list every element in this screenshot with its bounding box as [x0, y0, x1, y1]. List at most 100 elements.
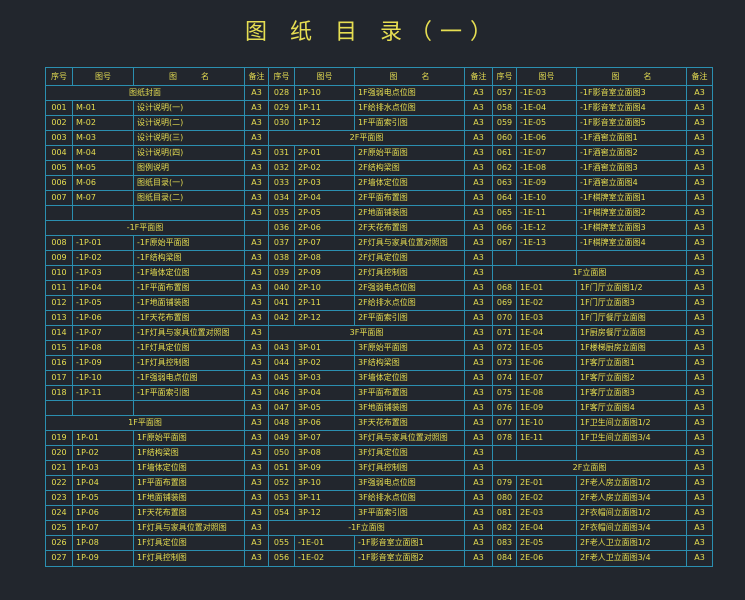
table-row: A3	[493, 251, 712, 266]
row-note: A3	[694, 103, 705, 112]
row-code: -1E-08	[517, 161, 577, 175]
row-name: 2F老人房立面图1/2	[577, 476, 687, 490]
row-name: 1F灯具定位图	[134, 536, 245, 550]
row-name: -1F结构梁图	[134, 251, 245, 265]
row-code: 1P-04	[73, 476, 134, 490]
table-row: 022 1P-04 1F平面布置图 A3	[46, 476, 268, 491]
table-row: 049 3P-07 3F灯具与家具位置对照图 A3	[269, 431, 492, 446]
table-row: 045 3P-03 3F墙体定位图 A3	[269, 371, 492, 386]
table-row: 032 2P-02 2F结构梁图 A3	[269, 161, 492, 176]
row-code: 2P-06	[295, 221, 355, 235]
row-note: A3	[694, 478, 705, 487]
row-note: A3	[251, 463, 262, 472]
row-name: -1F平面布置图	[134, 281, 245, 295]
row-name: 1F天花布置图	[134, 506, 245, 520]
row-note: A3	[473, 148, 484, 157]
table-row: 074 1E-07 1F客厅立面图2 A3	[493, 371, 712, 386]
header-note: 备注	[248, 72, 265, 81]
row-number: 056	[269, 551, 295, 566]
row-name: -1F墙体定位图	[134, 266, 245, 280]
row-code: -1P-05	[73, 296, 134, 310]
table-row: 063 -1E-09 -1F酒窖立面图4 A3	[493, 176, 712, 191]
header-name: 图 名	[577, 68, 687, 85]
row-note: A3	[473, 238, 484, 247]
row-number: 021	[46, 461, 73, 475]
row-number: 063	[493, 176, 517, 190]
row-note: A3	[473, 208, 484, 217]
row-note: A3	[694, 508, 705, 517]
row-number: 079	[493, 476, 517, 490]
row-note: A3	[251, 193, 262, 202]
row-code: M-04	[73, 146, 134, 160]
row-name: 2F衣帽间立面图3/4	[577, 521, 687, 535]
table-row: 025 1P-07 1F灯具与家具位置对照图 A3	[46, 521, 268, 536]
section-row: -1F立面图 A3	[269, 521, 492, 536]
table-row: 068 1E-01 1F门厅立面图1/2 A3	[493, 281, 712, 296]
row-code: -1E-01	[295, 536, 355, 550]
table-row: 044 3P-02 3F结构梁图 A3	[269, 356, 492, 371]
row-note: A3	[251, 358, 262, 367]
row-code: 2P-10	[295, 281, 355, 295]
row-note: A3	[251, 163, 262, 172]
table-row: A3	[46, 401, 268, 416]
row-code: 1P-06	[73, 506, 134, 520]
row-name: 2F灯具与家具位置对照图	[355, 236, 465, 250]
row-name: 2F平面布置图	[355, 191, 465, 205]
row-note: A3	[473, 178, 484, 187]
row-note: A3	[694, 238, 705, 247]
row-number	[46, 401, 73, 415]
row-note: A3	[473, 463, 484, 472]
row-name: 2F原始平面图	[355, 146, 465, 160]
row-note: A3	[251, 538, 262, 547]
row-name	[134, 401, 245, 415]
row-note: A3	[694, 133, 705, 142]
row-code: 1E-01	[517, 281, 577, 295]
row-note: A3	[251, 553, 262, 562]
row-code: -1P-07	[73, 326, 134, 340]
row-code: 3P-12	[295, 506, 355, 520]
row-code: M-05	[73, 161, 134, 175]
table-row: 046 3P-04 3F平面布置图 A3	[269, 386, 492, 401]
row-note: A3	[251, 148, 262, 157]
table-header: 序号 图号图 名备注	[269, 68, 492, 86]
table-row: 001 M-01 设计说明(一) A3	[46, 101, 268, 116]
row-name: 1F地面铺装图	[134, 491, 245, 505]
row-note: A3	[473, 553, 484, 562]
row-code: -1P-11	[73, 386, 134, 400]
table-row: 065 -1E-11 -1F棋牌室立面图2 A3	[493, 206, 712, 221]
table-row: 038 2P-08 2F灯具定位图 A3	[269, 251, 492, 266]
row-code: -1E-06	[517, 131, 577, 145]
row-name: 3F灯具控制图	[355, 461, 465, 475]
row-code: 2P-04	[295, 191, 355, 205]
row-number	[493, 251, 517, 265]
row-note: A3	[251, 103, 262, 112]
row-name: -1F棋牌室立面图3	[577, 221, 687, 235]
table-row: 023 1P-05 1F地面铺装图 A3	[46, 491, 268, 506]
row-note: A3	[694, 313, 705, 322]
row-name: 设计说明(四)	[134, 146, 245, 160]
row-code: 3P-09	[295, 461, 355, 475]
row-note: A3	[694, 343, 705, 352]
row-note: A3	[473, 523, 484, 532]
header-name: 图 名	[134, 68, 245, 85]
row-code: -1E-03	[517, 86, 577, 100]
row-code: 2P-07	[295, 236, 355, 250]
row-note: A3	[694, 163, 705, 172]
table-row: 040 2P-10 2F强弱电点位图 A3	[269, 281, 492, 296]
header-note: 备注	[470, 72, 487, 81]
table-row: 073 1E-06 1F客厅立面图1 A3	[493, 356, 712, 371]
table-row: 043 3P-01 3F原始平面图 A3	[269, 341, 492, 356]
row-name: 3F平面索引图	[355, 506, 465, 520]
row-name: -1F地面铺装图	[134, 296, 245, 310]
row-name: 1F原始平面图	[134, 431, 245, 445]
row-number: 047	[269, 401, 295, 415]
row-note: A3	[251, 238, 262, 247]
row-number: 071	[493, 326, 517, 340]
row-number: 020	[46, 446, 73, 460]
table-row: 036 2P-06 2F天花布置图 A3	[269, 221, 492, 236]
table-row: 031 2P-01 2F原始平面图 A3	[269, 146, 492, 161]
row-note: A3	[251, 268, 262, 277]
row-note: A3	[473, 403, 484, 412]
row-note: A3	[251, 418, 262, 427]
table-row: 010 -1P-03 -1F墙体定位图 A3	[46, 266, 268, 281]
